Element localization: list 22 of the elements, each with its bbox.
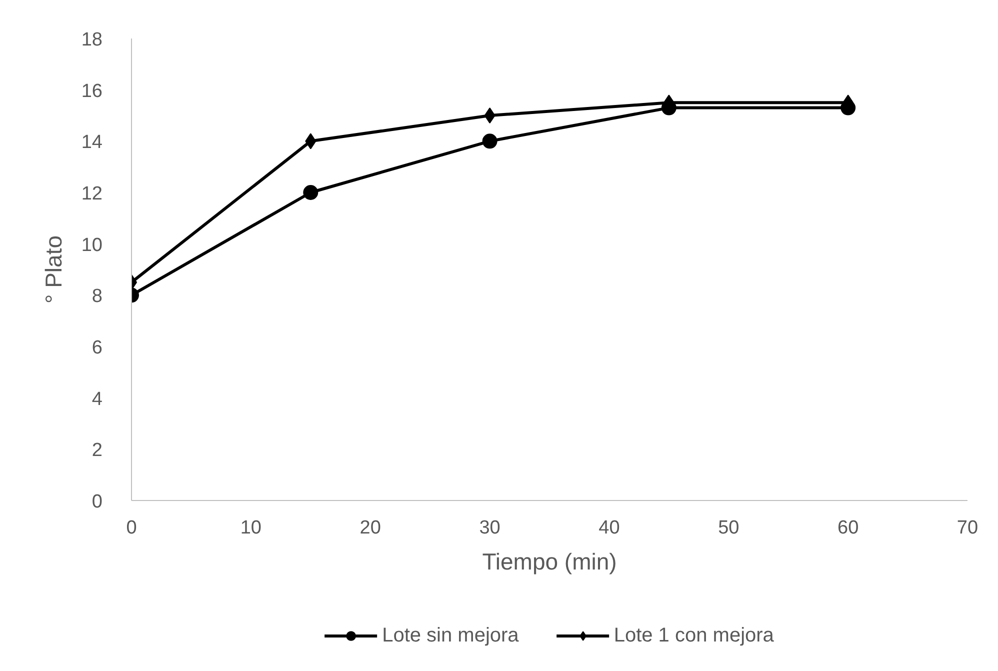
y-tick-label: 10: [81, 234, 103, 256]
y-tick-label: 16: [81, 80, 103, 102]
x-tick-label: 70: [956, 518, 978, 538]
y-tick-label: 4: [92, 388, 103, 410]
y-tick-label: 8: [92, 286, 103, 308]
x-tick-label: 10: [240, 518, 262, 538]
y-axis-title: ° Plato: [40, 235, 66, 304]
y-tick-label: 2: [92, 440, 103, 462]
x-tick-label: 0: [126, 518, 137, 538]
x-tick-label: 30: [479, 518, 500, 538]
x-tick-label: 20: [360, 518, 381, 538]
y-tick-label: 12: [81, 184, 103, 204]
x-tick-label: 40: [598, 518, 620, 538]
y-tick-label: 0: [92, 492, 103, 512]
x-tick-label: 60: [838, 518, 859, 538]
y-tick-label: 14: [81, 132, 103, 154]
legend-label: Lote 1 con mejora: [614, 624, 774, 647]
x-tick-label: 50: [718, 518, 740, 538]
y-tick-label: 6: [92, 338, 103, 358]
x-axis-title: Tiempo (min): [482, 548, 617, 574]
legend-label: Lote sin mejora: [382, 624, 519, 647]
y-tick-label: 18: [81, 30, 103, 50]
